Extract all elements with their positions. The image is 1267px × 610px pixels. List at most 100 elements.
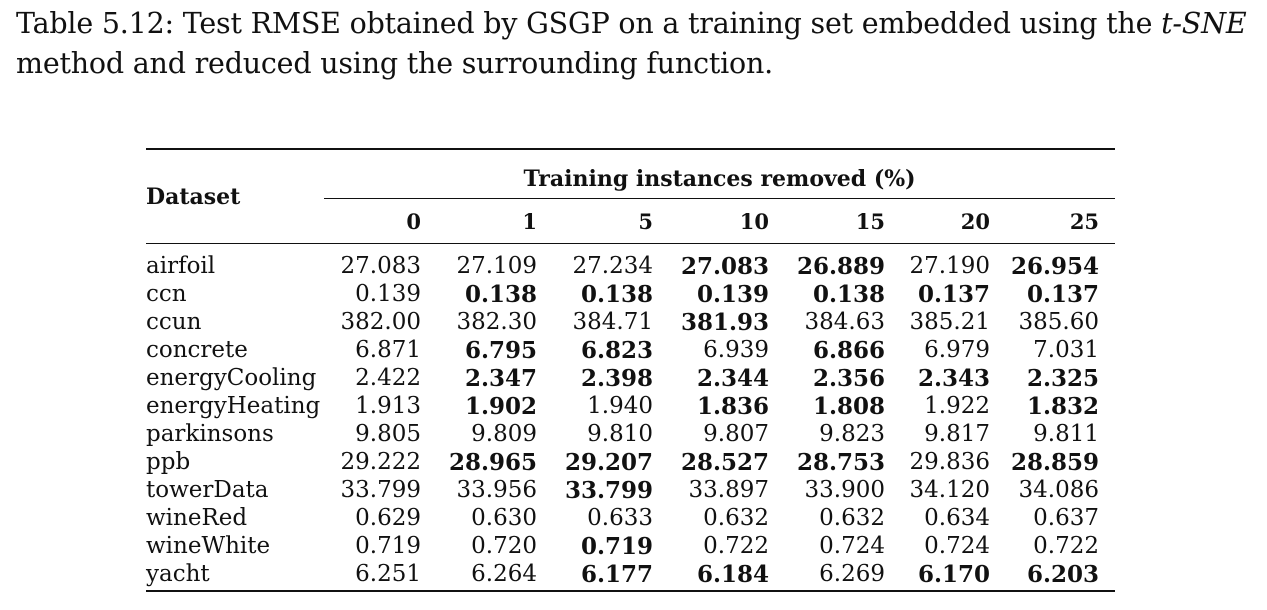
table-row: energyHeating 1.913 1.902 1.940 1.836 1.808 1.… <box>146 392 1115 420</box>
rmse-cell: 385.21 <box>909 309 990 335</box>
dataset-name: energyHeating <box>146 393 321 419</box>
rmse-cell: 34.120 <box>909 477 990 503</box>
rmse-cell: 27.109 <box>456 253 537 279</box>
caption-text-after: method and reduced using the surrounding… <box>16 47 773 80</box>
rmse-cell: 6.823 <box>580 336 653 364</box>
mid-rule <box>146 243 1115 244</box>
dataset-name: energyCooling <box>146 365 317 391</box>
rmse-cell: 1.832 <box>1026 392 1099 420</box>
rmse-cell: 0.138 <box>812 280 885 308</box>
rmse-cell: 0.724 <box>819 533 885 559</box>
rmse-cell: 382.00 <box>340 309 421 335</box>
column-header: 15 <box>855 208 885 234</box>
dataset-name: yacht <box>146 561 210 587</box>
rmse-cell: 26.889 <box>796 252 885 280</box>
rmse-cell: 26.954 <box>1010 252 1099 280</box>
dataset-name: airfoil <box>146 253 216 279</box>
rmse-cell: 2.422 <box>355 365 421 391</box>
rmse-cell: 33.897 <box>688 477 769 503</box>
rmse-cell: 6.203 <box>1026 560 1099 588</box>
rmse-cell: 9.810 <box>587 421 653 447</box>
rmse-cell: 0.630 <box>471 505 537 531</box>
dataset-header: Dataset <box>146 183 241 210</box>
rmse-cell: 33.799 <box>340 477 421 503</box>
column-header: 0 <box>406 208 421 234</box>
caption-method: t-SNE <box>1161 7 1247 40</box>
rmse-cell: 29.222 <box>340 449 421 475</box>
dataset-name: parkinsons <box>146 421 274 447</box>
rmse-cell: 0.637 <box>1033 505 1099 531</box>
rmse-cell: 382.30 <box>456 309 537 335</box>
rmse-cell: 384.71 <box>572 309 653 335</box>
table-row: wineRed 0.629 0.630 0.633 0.632 0.632 0.634 0.6… <box>146 504 1115 532</box>
table-head: Dataset Training instances removed (%) 0… <box>146 150 1116 243</box>
rmse-cell: 6.177 <box>580 560 653 588</box>
column-header-row: 0 1 5 10 15 20 25 <box>146 199 1115 243</box>
rmse-cell: 0.138 <box>580 280 653 308</box>
rmse-cell: 9.809 <box>471 421 537 447</box>
rmse-cell: 9.811 <box>1033 421 1099 447</box>
table-row: ccn 0.139 0.138 0.138 0.139 0.138 0.137 0.137 <box>146 280 1115 308</box>
rmse-cell: 9.817 <box>924 421 990 447</box>
caption-text-before: Test RMSE obtained by GSGP on a training… <box>182 7 1153 40</box>
rmse-cell: 6.866 <box>812 336 885 364</box>
rmse-cell: 6.184 <box>696 560 769 588</box>
table-row: wineWhite 0.719 0.720 0.719 0.722 0.724 0.724 0… <box>146 532 1115 560</box>
column-header: 5 <box>638 208 653 234</box>
rmse-cell: 27.083 <box>340 253 421 279</box>
rmse-cell: 34.086 <box>1018 477 1099 503</box>
rmse-cell: 6.871 <box>355 337 421 363</box>
rmse-cell: 384.63 <box>804 309 885 335</box>
dataset-name: towerData <box>146 477 269 503</box>
rmse-cell: 0.137 <box>917 280 990 308</box>
group-header-rule <box>324 198 1116 199</box>
table-row: towerData 33.799 33.956 33.799 33.897 33.900 3… <box>146 476 1115 504</box>
rmse-cell: 6.251 <box>355 561 421 587</box>
rmse-cell: 0.629 <box>355 505 421 531</box>
rmse-cell: 0.634 <box>924 505 990 531</box>
rmse-cell: 6.795 <box>464 336 537 364</box>
table-row: ccun 382.00 382.30 384.71 381.93 384.63 385.21… <box>146 308 1115 336</box>
rmse-cell: 27.083 <box>680 252 769 280</box>
caption-label: Table 5.12: <box>16 7 174 40</box>
rmse-cell: 1.913 <box>355 393 421 419</box>
column-header: 20 <box>960 208 990 234</box>
rmse-cell: 1.808 <box>812 392 885 420</box>
rmse-cell: 381.93 <box>680 308 769 336</box>
rmse-cell: 0.719 <box>580 532 653 560</box>
table-row: energyCooling 2.422 2.347 2.398 2.344 2.356 2.… <box>146 364 1115 392</box>
rmse-cell: 33.956 <box>456 477 537 503</box>
rmse-cell: 0.139 <box>355 281 421 307</box>
rmse-cell: 1.836 <box>696 392 769 420</box>
rmse-cell: 0.719 <box>355 533 421 559</box>
table-row: parkinsons 9.805 9.809 9.810 9.807 9.823 9.817… <box>146 420 1115 448</box>
rmse-cell: 2.356 <box>812 364 885 392</box>
dataset-name: ccun <box>146 309 202 335</box>
table-row: yacht 6.251 6.264 6.177 6.184 6.269 6.170 6.203 <box>146 560 1115 590</box>
rmse-cell: 9.823 <box>819 421 885 447</box>
dataset-name: concrete <box>146 337 248 363</box>
rmse-cell: 2.347 <box>464 364 537 392</box>
rmse-cell: 28.965 <box>448 448 537 476</box>
rmse-cell: 0.722 <box>703 533 769 559</box>
rmse-cell: 29.207 <box>564 448 653 476</box>
rmse-cell: 29.836 <box>909 449 990 475</box>
bottom-rule <box>146 590 1115 592</box>
rmse-cell: 2.398 <box>580 364 653 392</box>
rmse-cell: 28.753 <box>796 448 885 476</box>
rmse-cell: 28.527 <box>680 448 769 476</box>
rmse-cell: 6.264 <box>471 561 537 587</box>
dataset-name: ccn <box>146 281 187 307</box>
table-caption: Table 5.12: Test RMSE obtained by GSGP o… <box>16 4 1256 84</box>
rmse-cell: 9.807 <box>703 421 769 447</box>
rmse-cell: 33.900 <box>804 477 885 503</box>
rmse-cell: 9.805 <box>355 421 421 447</box>
top-rule <box>146 148 1115 150</box>
rmse-cell: 2.343 <box>917 364 990 392</box>
column-header: 1 <box>522 208 537 234</box>
column-header: 25 <box>1069 208 1100 234</box>
rmse-cell: 33.799 <box>564 476 653 504</box>
rmse-cell: 6.939 <box>703 337 769 363</box>
table-body: airfoil 27.083 27.109 27.234 27.083 26.889 27.… <box>146 244 1115 590</box>
dataset-name: wineWhite <box>146 533 271 559</box>
